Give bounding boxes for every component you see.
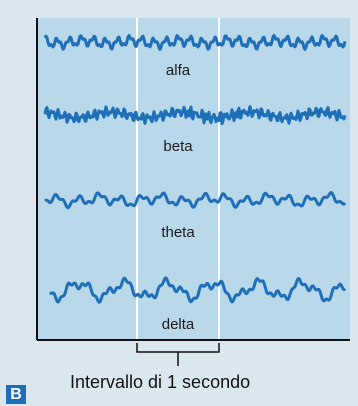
wave-label-delta: delta [161, 316, 195, 333]
wave-alfa [43, 33, 347, 51]
wave-beta [43, 105, 347, 126]
wave-delta [48, 276, 347, 304]
panel-label: B [6, 385, 26, 404]
wave-theta [44, 191, 347, 210]
wave-label-alfa: alfa [165, 62, 191, 79]
interval-bracket [136, 343, 220, 366]
interval-caption: Intervallo di 1 secondo [70, 372, 251, 392]
wave-label-theta: theta [161, 224, 195, 241]
wave-label-beta: beta [163, 138, 193, 155]
